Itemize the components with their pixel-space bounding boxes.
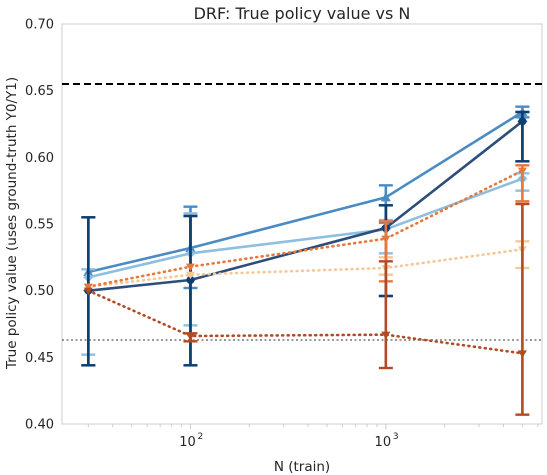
data-point-marker bbox=[185, 263, 195, 272]
data-point-marker bbox=[83, 283, 93, 292]
x-axis-label: N (train) bbox=[274, 459, 330, 475]
y-tick-label: 0.55 bbox=[25, 218, 54, 233]
chart-title: DRF: True policy value vs N bbox=[194, 4, 411, 23]
series-line bbox=[87, 169, 524, 288]
y-axis-label: True policy value (uses ground-truth Y0/… bbox=[4, 77, 20, 370]
data-point-marker bbox=[186, 276, 195, 284]
y-tick-label: 0.50 bbox=[25, 284, 54, 299]
data-point-marker bbox=[185, 271, 195, 280]
series-line bbox=[87, 177, 524, 279]
x-tick-exponent: 2 bbox=[197, 432, 203, 442]
data-point-marker bbox=[517, 167, 527, 176]
x-tick-exponent: 3 bbox=[393, 432, 399, 442]
data-point-marker bbox=[381, 235, 391, 244]
data-point-marker bbox=[380, 192, 391, 202]
y-tick-label: 0.65 bbox=[25, 84, 54, 99]
data-point-marker bbox=[381, 331, 391, 340]
x-tick-label: 10 bbox=[179, 435, 196, 450]
y-tick-label: 0.40 bbox=[25, 418, 54, 433]
data-point-marker bbox=[83, 287, 93, 296]
y-tick-label: 0.45 bbox=[25, 351, 54, 366]
y-tick-label: 0.70 bbox=[25, 18, 54, 33]
x-tick-label: 10 bbox=[375, 435, 392, 450]
series-line bbox=[87, 110, 524, 274]
plot-frame bbox=[61, 23, 543, 425]
series-line bbox=[87, 289, 524, 355]
y-tick-label: 0.60 bbox=[25, 151, 54, 166]
data-point-marker bbox=[517, 350, 527, 358]
data-point-marker bbox=[185, 333, 195, 341]
series-line bbox=[87, 248, 524, 288]
data-point-marker bbox=[518, 117, 527, 126]
series-line bbox=[87, 120, 524, 292]
